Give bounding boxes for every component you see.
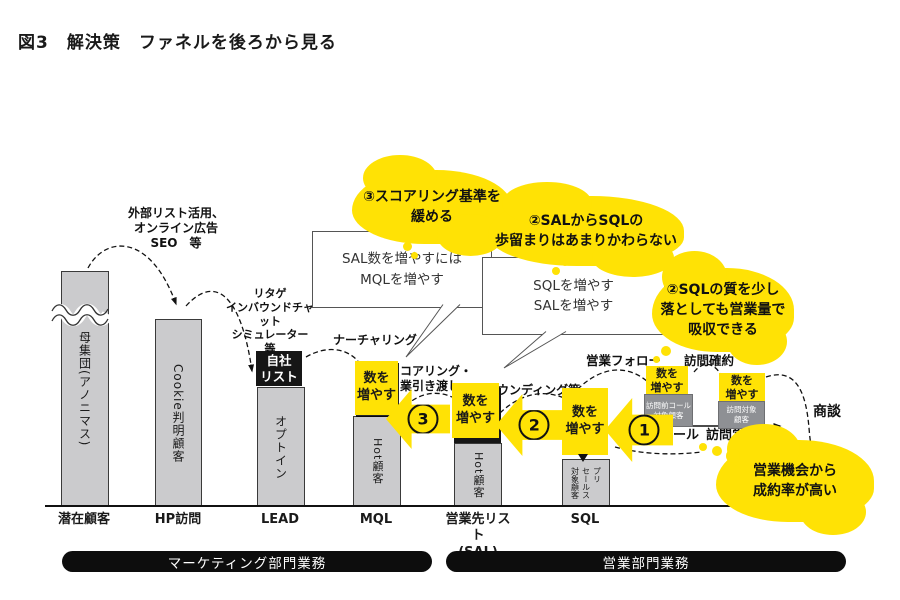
- increase-box-visit: 数を 増やす: [719, 373, 765, 403]
- cloud-sal-sql-yield-text: ②SALからSQLの 歩留まりはあまりかわらない: [495, 212, 677, 249]
- annotation-bounding: ウンディング等: [497, 383, 581, 397]
- cloud-close-rate-text: 営業機会から 成約率が高い: [753, 462, 837, 499]
- annotation-negotiation: 商談: [813, 404, 841, 420]
- bar-potential-text: 母集団(アノニマス): [77, 331, 92, 447]
- arc-sal-to-sql: [499, 393, 565, 414]
- cloud-sql-quality-text: ②SQLの質を少し 落としても営業量で 吸収できる: [660, 281, 786, 339]
- band-sales-dept: 営業部門業務: [446, 551, 846, 572]
- arc-sql-to-precall: [571, 369, 649, 396]
- cloud-c1-tail-dot: [699, 443, 707, 451]
- annotation-sales-follow: 営業フォロー: [586, 353, 662, 368]
- step-number-3: 3: [407, 403, 439, 435]
- bubble-increase-sql-sal: SQLを増やす SALを増やす: [482, 257, 665, 335]
- bar-hp-visit-text: Cookie判明顧客: [171, 363, 185, 463]
- annotation-nurturing: ナーチャリング: [333, 333, 417, 347]
- bar-lead: オプトイン: [257, 387, 305, 507]
- bar-sal: Hot顧客: [454, 443, 502, 507]
- figure-title: 図3 解決策 ファネルを後ろから見る: [18, 33, 337, 53]
- bar-lead-text: オプトイン: [273, 414, 288, 480]
- cloud-c2b-tail-dot: [653, 356, 660, 363]
- cloud-c2a-tail-dot: [552, 267, 560, 275]
- annotation-scoring-handover: コアリング・ 業引き渡し: [400, 364, 473, 393]
- increase-box-mql: 数を 増やす: [355, 361, 398, 415]
- cloud-c3-tail-dot: [403, 242, 412, 251]
- funnel-baseline: [45, 505, 852, 507]
- arc-potential-to-hp: [87, 245, 177, 306]
- sql-connector-arrow-icon: [578, 454, 588, 462]
- stage-label-mql: MQL: [359, 512, 393, 527]
- bar-sql: プリ セールス 対象顧客: [562, 459, 610, 507]
- bar-hp-visit: Cookie判明顧客: [155, 319, 202, 507]
- cloud-sal-sql-yield: ②SALからSQLの 歩留まりはあまりかわらない: [488, 182, 684, 278]
- cloud-scoring-criteria-text: ③スコアリング基準を 緩める: [363, 188, 501, 225]
- annotation-retargeting: リタゲ インバウンドチャット シミュレーター 等: [226, 287, 314, 355]
- band-marketing-dept: マーケティング部門業務: [62, 551, 432, 572]
- annotation-visit-promise: 訪問確約: [684, 353, 735, 368]
- cloud-scoring-criteria: ③スコアリング基準を 緩める: [352, 155, 512, 256]
- cloud-c1-tail-dot: [712, 446, 722, 456]
- cloud-sql-quality: ②SQLの質を少し 落としても営業量で 吸収できる: [652, 251, 794, 366]
- stage-label-hp-visit: HP訪問: [154, 512, 202, 527]
- increase-box-sal: 数を 増やす: [452, 383, 499, 438]
- arc-lead-to-mql: [305, 348, 359, 362]
- cloud-c3-tail-dot: [411, 252, 418, 259]
- bar-break-wave: [46, 303, 114, 327]
- cloud-close-rate: 営業機会から 成約率が高い: [716, 423, 874, 536]
- cloud-c1-tail-dot: [726, 449, 740, 463]
- step-number-2: 2: [518, 409, 550, 441]
- increase-box-precall: 数を 増やす: [646, 366, 688, 395]
- stage-label-sql: SQL: [570, 512, 600, 527]
- bar-sal-text: Hot顧客: [472, 451, 485, 499]
- arc-hp-to-lead: [185, 290, 255, 373]
- increase-box-sql: 数を 増やす: [562, 388, 608, 455]
- bar-mql-text: Hot顧客: [371, 438, 384, 485]
- bar-mql: Hot顧客: [353, 416, 401, 507]
- stage-label-potential: 潜在顧客: [57, 512, 110, 527]
- stage-label-lead: LEAD: [260, 512, 300, 527]
- bubble-tail-2: [503, 331, 567, 369]
- bar-sql-text: プリ セールス 対象顧客: [570, 467, 602, 499]
- bubble-tail-1: [405, 304, 461, 358]
- cloud-c2b-tail-dot: [661, 346, 671, 356]
- annotation-external-lists: 外部リスト活用、 オンライン広告 SEO 等: [127, 206, 224, 250]
- step-number-1: 1: [628, 414, 660, 446]
- cloud-c2a-tail-dot: [560, 256, 570, 266]
- own-list-tag: 自社 リスト: [256, 351, 302, 386]
